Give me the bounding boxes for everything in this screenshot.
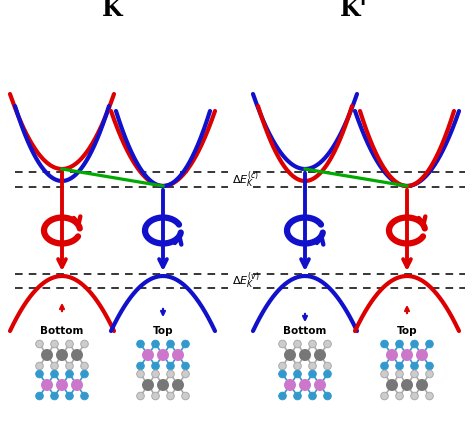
Circle shape	[324, 392, 331, 400]
Circle shape	[309, 370, 316, 378]
Circle shape	[51, 392, 58, 400]
Circle shape	[66, 362, 73, 370]
Circle shape	[137, 370, 144, 378]
Circle shape	[142, 379, 154, 391]
Circle shape	[294, 392, 301, 400]
Circle shape	[416, 349, 428, 361]
Circle shape	[41, 349, 53, 361]
Text: Top: Top	[153, 326, 173, 336]
Circle shape	[66, 370, 73, 378]
Circle shape	[51, 362, 58, 370]
Circle shape	[152, 392, 159, 400]
Circle shape	[309, 340, 316, 348]
Text: K': K'	[340, 0, 368, 21]
Circle shape	[426, 362, 433, 370]
Circle shape	[157, 349, 169, 361]
Circle shape	[172, 349, 184, 361]
Circle shape	[396, 392, 403, 400]
Circle shape	[401, 379, 413, 391]
Circle shape	[396, 340, 403, 348]
Circle shape	[167, 340, 174, 348]
Circle shape	[381, 392, 388, 400]
Circle shape	[396, 362, 403, 370]
Circle shape	[142, 349, 154, 361]
Circle shape	[426, 370, 433, 378]
Circle shape	[416, 379, 428, 391]
Circle shape	[381, 340, 388, 348]
Circle shape	[324, 362, 331, 370]
Circle shape	[314, 349, 326, 361]
Circle shape	[81, 340, 88, 348]
Circle shape	[152, 370, 159, 378]
Circle shape	[71, 349, 83, 361]
Circle shape	[299, 379, 311, 391]
Circle shape	[410, 370, 418, 378]
Circle shape	[66, 340, 73, 348]
Circle shape	[71, 379, 83, 391]
Circle shape	[410, 362, 418, 370]
Circle shape	[51, 340, 58, 348]
Circle shape	[51, 370, 58, 378]
Circle shape	[299, 349, 311, 361]
Circle shape	[314, 379, 326, 391]
Circle shape	[401, 349, 413, 361]
Circle shape	[324, 340, 331, 348]
Circle shape	[182, 392, 189, 400]
Circle shape	[172, 379, 184, 391]
Circle shape	[386, 379, 398, 391]
Circle shape	[81, 370, 88, 378]
Circle shape	[279, 392, 286, 400]
Circle shape	[56, 379, 68, 391]
Circle shape	[167, 362, 174, 370]
Circle shape	[182, 340, 189, 348]
Circle shape	[41, 379, 53, 391]
Circle shape	[167, 370, 174, 378]
Circle shape	[279, 340, 286, 348]
Text: $\Delta E_K^{(v)}$: $\Delta E_K^{(v)}$	[232, 271, 259, 291]
Circle shape	[36, 392, 43, 400]
Circle shape	[309, 392, 316, 400]
Circle shape	[137, 340, 144, 348]
Circle shape	[66, 392, 73, 400]
Circle shape	[294, 340, 301, 348]
Circle shape	[137, 392, 144, 400]
Circle shape	[381, 370, 388, 378]
Circle shape	[182, 362, 189, 370]
Text: Bottom: Bottom	[40, 326, 84, 336]
Circle shape	[426, 392, 433, 400]
Circle shape	[137, 362, 144, 370]
Text: $\Delta E_K^{(c)}$: $\Delta E_K^{(c)}$	[232, 169, 259, 190]
Circle shape	[152, 340, 159, 348]
Circle shape	[36, 370, 43, 378]
Circle shape	[309, 362, 316, 370]
Circle shape	[410, 340, 418, 348]
Circle shape	[294, 370, 301, 378]
Circle shape	[386, 349, 398, 361]
Circle shape	[36, 362, 43, 370]
Circle shape	[324, 370, 331, 378]
Circle shape	[410, 392, 418, 400]
Text: Top: Top	[397, 326, 417, 336]
Circle shape	[36, 340, 43, 348]
Circle shape	[182, 370, 189, 378]
Circle shape	[294, 362, 301, 370]
Circle shape	[157, 379, 169, 391]
Circle shape	[381, 362, 388, 370]
Circle shape	[56, 349, 68, 361]
Circle shape	[81, 362, 88, 370]
Circle shape	[284, 349, 296, 361]
Text: Bottom: Bottom	[283, 326, 327, 336]
Circle shape	[396, 370, 403, 378]
Circle shape	[426, 340, 433, 348]
Text: K: K	[102, 0, 122, 21]
Circle shape	[279, 362, 286, 370]
Circle shape	[279, 370, 286, 378]
Circle shape	[152, 362, 159, 370]
Circle shape	[284, 379, 296, 391]
Circle shape	[81, 392, 88, 400]
Circle shape	[167, 392, 174, 400]
